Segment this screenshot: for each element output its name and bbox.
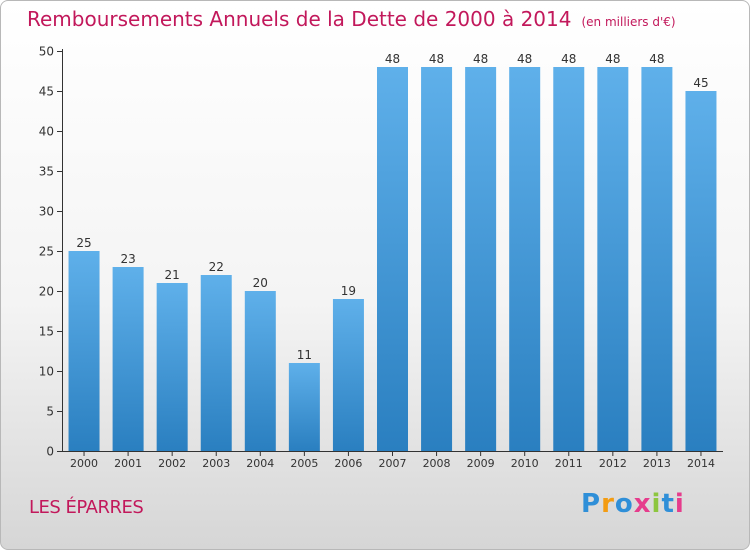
x-tick-label: 2008 — [423, 457, 451, 470]
y-tick-label: 35 — [39, 165, 54, 179]
x-tick-label: 2005 — [290, 457, 318, 470]
bar — [244, 291, 276, 451]
x-tick-label: 2006 — [334, 457, 362, 470]
x-tick-label: 2003 — [202, 457, 230, 470]
x-tick-label: 2009 — [467, 457, 495, 470]
logo-letter: r — [601, 489, 615, 519]
y-tick-label: 20 — [39, 285, 54, 299]
bar — [421, 67, 453, 451]
bar-value-label: 48 — [649, 52, 664, 66]
x-tick-label: 2000 — [70, 457, 98, 470]
bar-value-label: 20 — [253, 276, 268, 290]
bar — [553, 67, 585, 451]
bar — [200, 275, 232, 451]
bar-value-label: 11 — [297, 348, 312, 362]
y-tick-label: 25 — [39, 245, 54, 259]
y-tick-label: 45 — [39, 85, 54, 99]
bar — [332, 299, 364, 451]
proxiti-logo[interactable]: Proxiti — [581, 489, 685, 519]
x-tick-label: 2004 — [246, 457, 274, 470]
chart-title-text: Remboursements Annuels de la Dette de 20… — [27, 7, 572, 31]
bar — [465, 67, 497, 451]
bar-value-label: 19 — [341, 284, 356, 298]
bar — [112, 267, 144, 451]
logo-letter: i — [674, 489, 685, 519]
bar-value-label: 48 — [605, 52, 620, 66]
bar-value-label: 25 — [76, 236, 91, 250]
bar-value-label: 48 — [385, 52, 400, 66]
bar-value-label: 48 — [561, 52, 576, 66]
bar — [641, 67, 673, 451]
y-tick-label: 15 — [39, 325, 54, 339]
commune-name: LES ÉPARRES — [29, 497, 144, 518]
axes-group: 0 5 10 15 20 25 30 35 40 45 50 2000 2001 2002 2003 2004… — [39, 45, 723, 470]
chart-title: Remboursements Annuels de la Dette de 20… — [27, 7, 676, 31]
logo-letter: i — [651, 489, 662, 519]
logo-letter: o — [614, 489, 634, 519]
bar-value-label: 48 — [473, 52, 488, 66]
bar — [156, 283, 188, 451]
bar — [509, 67, 541, 451]
logo-letter: x — [633, 489, 652, 519]
x-tick-label: 2011 — [555, 457, 583, 470]
x-tick-label: 2007 — [379, 457, 407, 470]
y-tick-label: 30 — [39, 205, 54, 219]
bar — [377, 67, 408, 451]
chart-unit-label: (en milliers d'€) — [581, 15, 676, 29]
y-tick-label: 0 — [46, 445, 54, 459]
bar-value-label: 22 — [209, 260, 224, 274]
bars-group: 25 23 21 22 20 11 19 48 48 48 48 48 48 48 45 — [68, 52, 717, 451]
x-tick-label: 2014 — [687, 457, 715, 470]
x-tick-label: 2001 — [114, 457, 142, 470]
x-tick-label: 2002 — [158, 457, 186, 470]
bar-value-label: 48 — [517, 52, 532, 66]
x-tick-label: 2013 — [643, 457, 671, 470]
bar — [68, 251, 100, 451]
bar — [597, 67, 629, 451]
y-tick-label: 50 — [39, 45, 54, 59]
logo-letter: t — [661, 489, 675, 519]
bar-value-label: 45 — [693, 76, 708, 90]
x-tick-label: 2010 — [511, 457, 539, 470]
y-tick-label: 5 — [46, 405, 54, 419]
x-tick-label: 2012 — [599, 457, 627, 470]
bar-value-label: 23 — [120, 252, 135, 266]
y-tick-label: 40 — [39, 125, 54, 139]
bar-value-label: 21 — [165, 268, 180, 282]
bar — [685, 91, 717, 451]
bar-value-label: 48 — [429, 52, 444, 66]
logo-letter: P — [581, 489, 602, 519]
bar — [288, 363, 320, 451]
y-tick-label: 10 — [39, 365, 54, 379]
